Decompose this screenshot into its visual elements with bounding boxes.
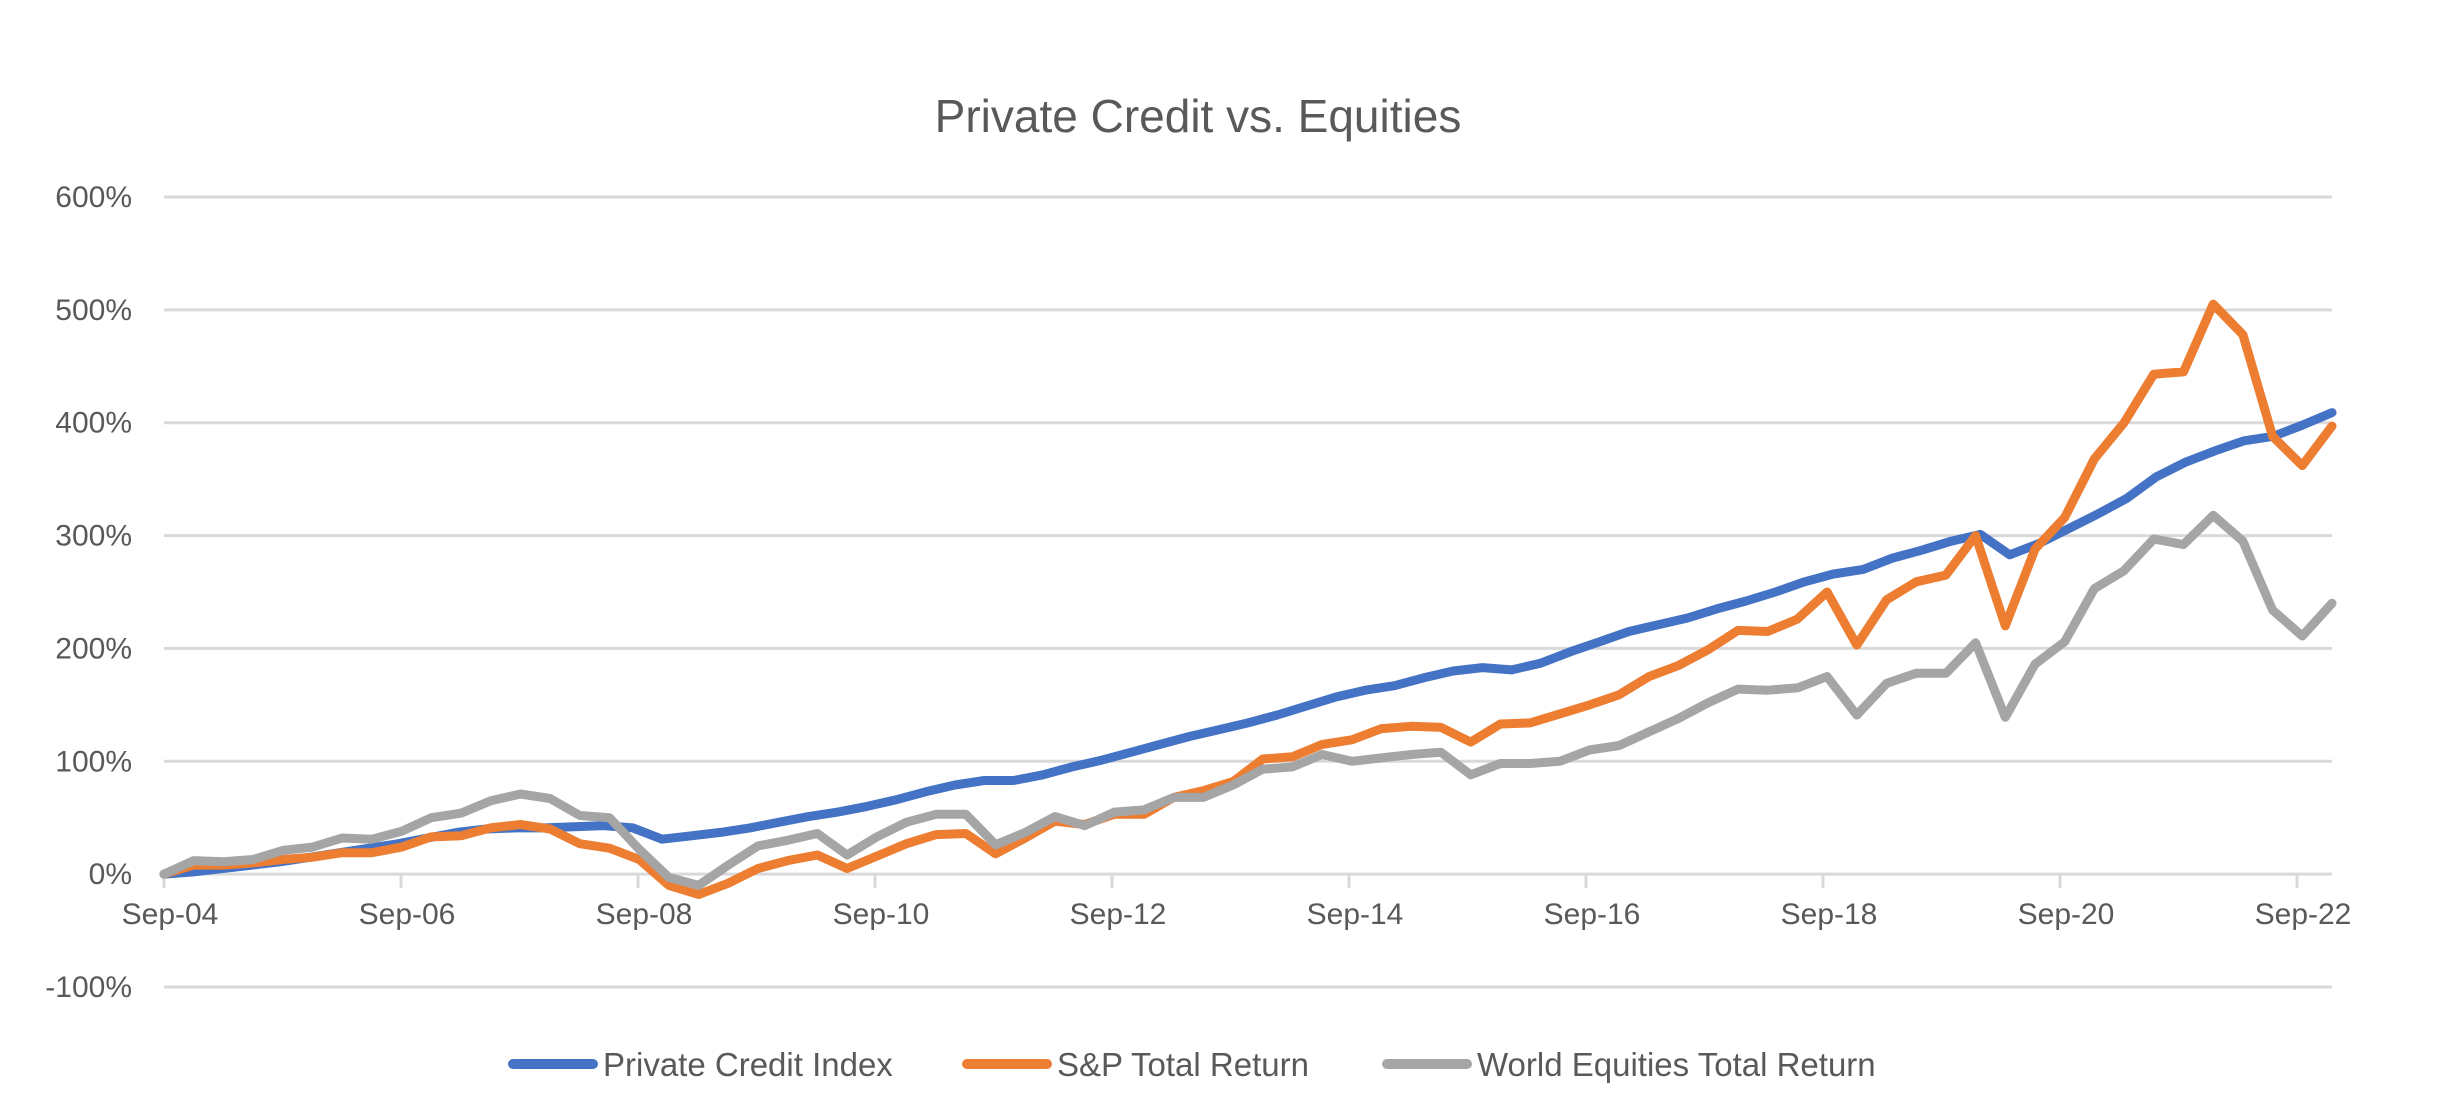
x-axis-tick-labels: Sep-04 Sep-06 Sep-08 Sep-10 Sep-12 Sep-14 Sep-… bbox=[122, 874, 2352, 931]
y-tick-label: 200% bbox=[55, 632, 132, 665]
x-tick-label: Sep-20 bbox=[2018, 898, 2115, 931]
x-tick-label: Sep-04 bbox=[122, 898, 219, 931]
y-tick-label: 600% bbox=[55, 181, 132, 214]
chart-svg: Private Credit vs. Equities 600% 500% 400%… bbox=[0, 0, 2438, 1100]
y-tick-label: 0% bbox=[89, 858, 132, 891]
gridlines bbox=[164, 197, 2332, 987]
x-tick-label: Sep-14 bbox=[1307, 898, 1404, 931]
series-lines bbox=[164, 304, 2332, 894]
x-tick-label: Sep-08 bbox=[596, 898, 693, 931]
x-tick-label: Sep-10 bbox=[833, 898, 930, 931]
x-tick-label: Sep-22 bbox=[2255, 898, 2352, 931]
x-tick-label: Sep-18 bbox=[1781, 898, 1878, 931]
chart: Private Credit vs. Equities 600% 500% 400%… bbox=[0, 0, 2438, 1100]
y-tick-label: 100% bbox=[55, 745, 132, 778]
legend-label: Private Credit Index bbox=[603, 1046, 893, 1083]
x-tick-label: Sep-16 bbox=[1544, 898, 1641, 931]
chart-title: Private Credit vs. Equities bbox=[935, 90, 1462, 142]
y-tick-label: -100% bbox=[45, 971, 132, 1004]
y-tick-label: 300% bbox=[55, 520, 132, 553]
x-tick-label: Sep-12 bbox=[1070, 898, 1167, 931]
legend: Private Credit Index S&P Total Return Worl… bbox=[513, 1046, 1876, 1083]
legend-label: S&P Total Return bbox=[1057, 1046, 1309, 1083]
x-tick-label: Sep-06 bbox=[359, 898, 456, 931]
y-tick-label: 400% bbox=[55, 407, 132, 440]
y-axis-tick-labels: 600% 500% 400% 300% 200% 100% 0% -100% bbox=[45, 181, 132, 1004]
legend-label: World Equities Total Return bbox=[1477, 1046, 1876, 1083]
y-tick-label: 500% bbox=[55, 294, 132, 327]
